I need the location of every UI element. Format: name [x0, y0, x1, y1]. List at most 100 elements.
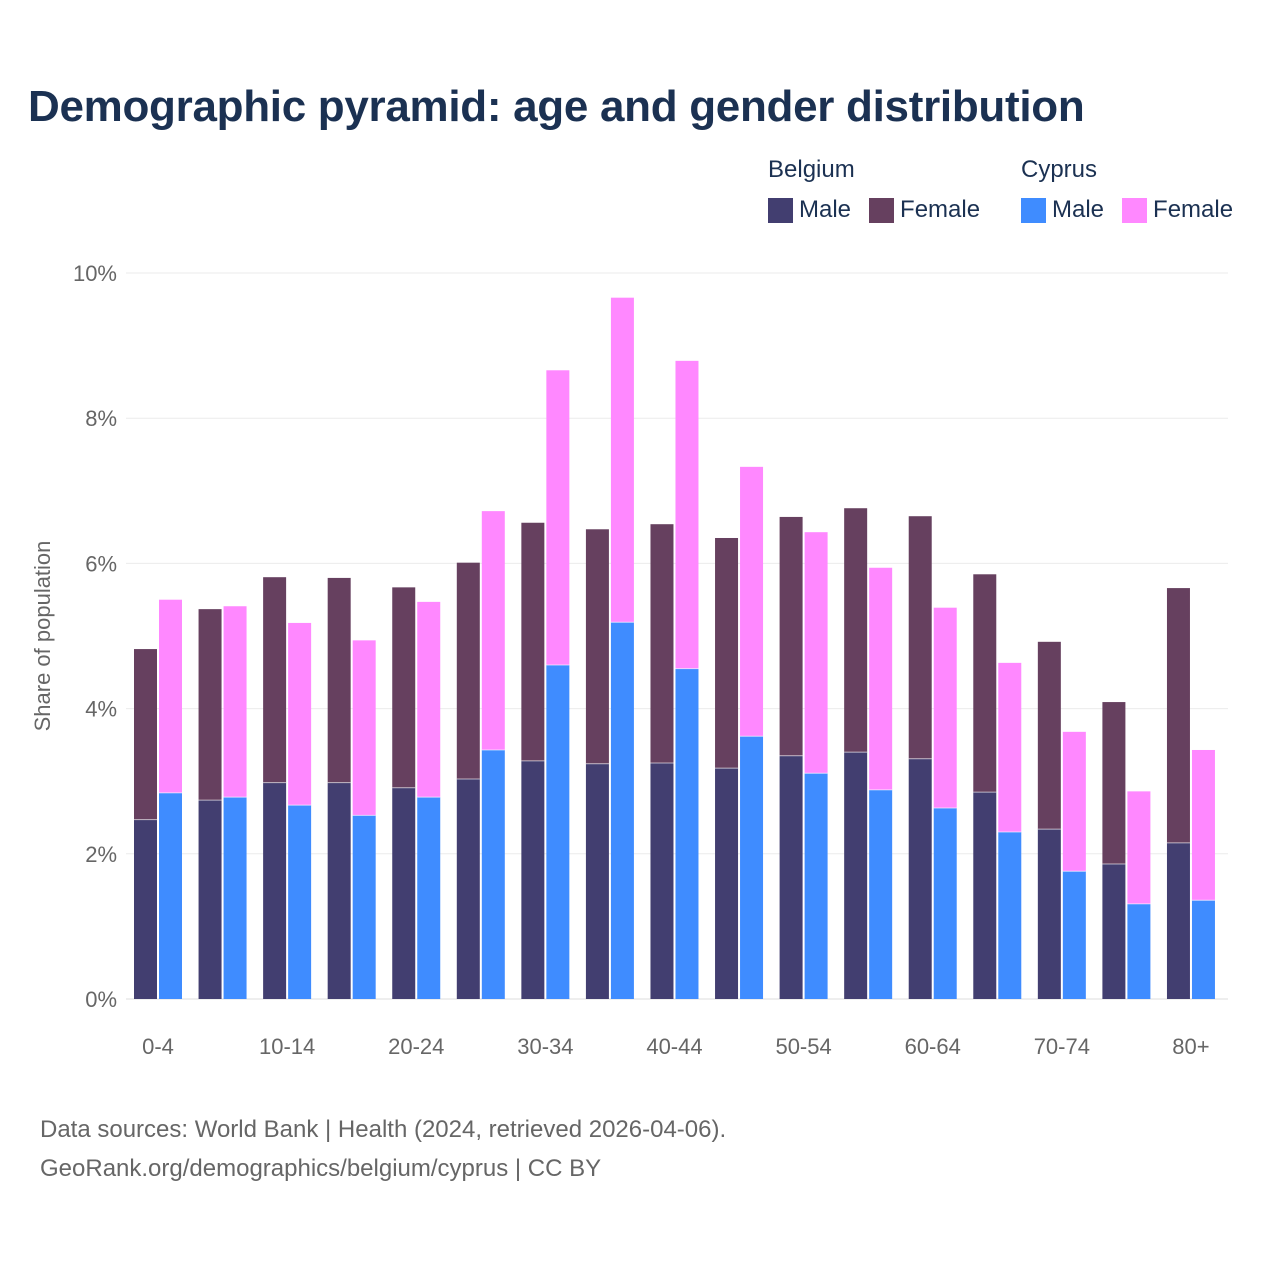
bar-cyprus-female-0-4[interactable]	[159, 599, 182, 793]
bar-cyprus-female-40-44[interactable]	[675, 360, 699, 669]
bar-cyprus-male-55-59[interactable]	[869, 789, 893, 999]
legend-swatch	[869, 197, 895, 223]
legend-label: Male	[799, 196, 852, 223]
source-url: GeoRank.org/demographics/belgium/cyprus …	[40, 1155, 602, 1182]
bar-cyprus-male-0-4[interactable]	[159, 792, 182, 999]
y-tick-label: 10%	[73, 261, 117, 286]
bar-cyprus-female-50-54[interactable]	[804, 532, 828, 774]
bar-belgium-female-0-4[interactable]	[134, 649, 157, 820]
bar-belgium-female-55-59[interactable]	[844, 508, 868, 753]
legend-label: Female	[900, 196, 981, 223]
bar-belgium-male-15-19[interactable]	[327, 782, 351, 999]
bar-cyprus-male-20-24[interactable]	[417, 797, 441, 999]
x-tick-label: 60-64	[905, 1034, 961, 1059]
bar-belgium-male-50-54[interactable]	[779, 755, 803, 999]
bar-cyprus-female-60-64[interactable]	[933, 607, 957, 809]
bar-belgium-male-55-59[interactable]	[844, 752, 868, 999]
legend-item-cyprus-male[interactable]: Male	[1021, 196, 1104, 224]
bar-belgium-male-10-14[interactable]	[263, 782, 287, 999]
bar-cyprus-female-80+[interactable]	[1191, 749, 1215, 901]
bar-cyprus-female-35-39[interactable]	[610, 297, 634, 623]
bar-belgium-male-80+[interactable]	[1166, 842, 1190, 999]
bar-belgium-female-80+[interactable]	[1166, 588, 1190, 843]
bar-belgium-female-45-49[interactable]	[715, 537, 739, 769]
bar-cyprus-female-10-14[interactable]	[288, 622, 312, 806]
x-tick-label: 30-34	[517, 1034, 573, 1059]
chart-title: Demographic pyramid: age and gender dist…	[28, 82, 1085, 131]
bar-cyprus-male-80+[interactable]	[1191, 900, 1215, 999]
bar-cyprus-male-60-64[interactable]	[933, 808, 957, 999]
y-tick-label: 0%	[85, 987, 117, 1012]
bar-cyprus-male-70-74[interactable]	[1062, 871, 1086, 999]
bar-belgium-male-60-64[interactable]	[908, 758, 932, 999]
bar-cyprus-male-65-69[interactable]	[998, 832, 1022, 999]
bar-cyprus-female-45-49[interactable]	[740, 466, 764, 737]
source-line: Data sources: World Bank | Health (2024,…	[40, 1116, 727, 1143]
bar-belgium-female-30-34[interactable]	[521, 522, 545, 761]
bar-belgium-male-45-49[interactable]	[715, 768, 739, 999]
bar-belgium-female-5-9[interactable]	[198, 609, 222, 801]
bar-belgium-female-35-39[interactable]	[585, 529, 609, 764]
bar-cyprus-female-15-19[interactable]	[352, 640, 376, 816]
y-tick-label: 8%	[85, 406, 117, 431]
x-tick-label: 10-14	[259, 1034, 315, 1059]
bar-cyprus-female-5-9[interactable]	[223, 606, 247, 798]
bar-belgium-female-70-74[interactable]	[1037, 641, 1061, 830]
bar-belgium-male-65-69[interactable]	[973, 792, 997, 999]
legend-country: Belgium	[768, 156, 855, 183]
bar-belgium-male-30-34[interactable]	[521, 760, 545, 999]
bar-cyprus-female-20-24[interactable]	[417, 601, 441, 798]
bar-cyprus-female-55-59[interactable]	[869, 567, 893, 790]
bar-belgium-female-60-64[interactable]	[908, 516, 932, 759]
x-tick-label: 40-44	[646, 1034, 702, 1059]
legend-belgium: Belgium Male Female	[768, 156, 980, 224]
y-axis-label: Share of population	[30, 541, 55, 732]
legend-swatch	[768, 197, 793, 223]
bar-belgium-female-40-44[interactable]	[650, 524, 674, 764]
bar-cyprus-male-10-14[interactable]	[288, 805, 312, 999]
bar-belgium-male-70-74[interactable]	[1037, 829, 1061, 999]
x-tick-label: 80+	[1172, 1034, 1209, 1059]
legend-item-cyprus-female[interactable]: Female	[1122, 196, 1233, 224]
legend-item-belgium-male[interactable]: Male	[768, 196, 851, 224]
bar-cyprus-female-70-74[interactable]	[1062, 731, 1086, 872]
y-tick-label: 6%	[85, 551, 117, 576]
bar-cyprus-male-35-39[interactable]	[610, 622, 634, 999]
bar-belgium-female-15-19[interactable]	[327, 577, 351, 783]
bar-cyprus-male-5-9[interactable]	[223, 797, 247, 999]
bar-cyprus-male-75-79[interactable]	[1127, 903, 1151, 999]
x-tick-label: 20-24	[388, 1034, 444, 1059]
legend-cyprus: Cyprus Male Female	[1021, 156, 1233, 224]
bar-cyprus-female-30-34[interactable]	[546, 370, 570, 666]
bar-belgium-female-10-14[interactable]	[263, 577, 287, 783]
bar-cyprus-male-30-34[interactable]	[546, 665, 570, 999]
bar-cyprus-male-25-29[interactable]	[481, 749, 505, 999]
bar-belgium-male-25-29[interactable]	[456, 779, 480, 999]
bar-belgium-female-65-69[interactable]	[973, 574, 997, 793]
bar-cyprus-male-45-49[interactable]	[740, 736, 764, 999]
bar-belgium-male-35-39[interactable]	[585, 763, 609, 999]
bar-belgium-male-75-79[interactable]	[1102, 863, 1126, 999]
bar-belgium-male-40-44[interactable]	[650, 763, 674, 999]
bar-cyprus-female-25-29[interactable]	[481, 511, 505, 750]
bar-belgium-female-25-29[interactable]	[456, 562, 480, 780]
bar-cyprus-female-75-79[interactable]	[1127, 791, 1151, 904]
y-tick-label: 4%	[85, 697, 117, 722]
bar-cyprus-male-15-19[interactable]	[352, 815, 376, 999]
legend-label: Female	[1153, 196, 1234, 223]
bar-belgium-female-75-79[interactable]	[1102, 702, 1126, 864]
x-tick-label: 70-74	[1034, 1034, 1090, 1059]
bar-belgium-male-5-9[interactable]	[198, 800, 222, 999]
bar-belgium-male-0-4[interactable]	[134, 819, 157, 999]
x-tick-label: 0-4	[142, 1034, 174, 1059]
bar-belgium-male-20-24[interactable]	[392, 787, 416, 999]
legend-item-belgium-female[interactable]: Female	[869, 196, 980, 224]
legend-label: Male	[1052, 196, 1105, 223]
bar-cyprus-male-50-54[interactable]	[804, 773, 828, 999]
bar-belgium-female-20-24[interactable]	[392, 587, 416, 788]
bar-cyprus-female-65-69[interactable]	[998, 662, 1022, 833]
bar-belgium-female-50-54[interactable]	[779, 516, 803, 756]
bar-cyprus-male-40-44[interactable]	[675, 668, 699, 999]
legend-swatch	[1021, 197, 1046, 223]
